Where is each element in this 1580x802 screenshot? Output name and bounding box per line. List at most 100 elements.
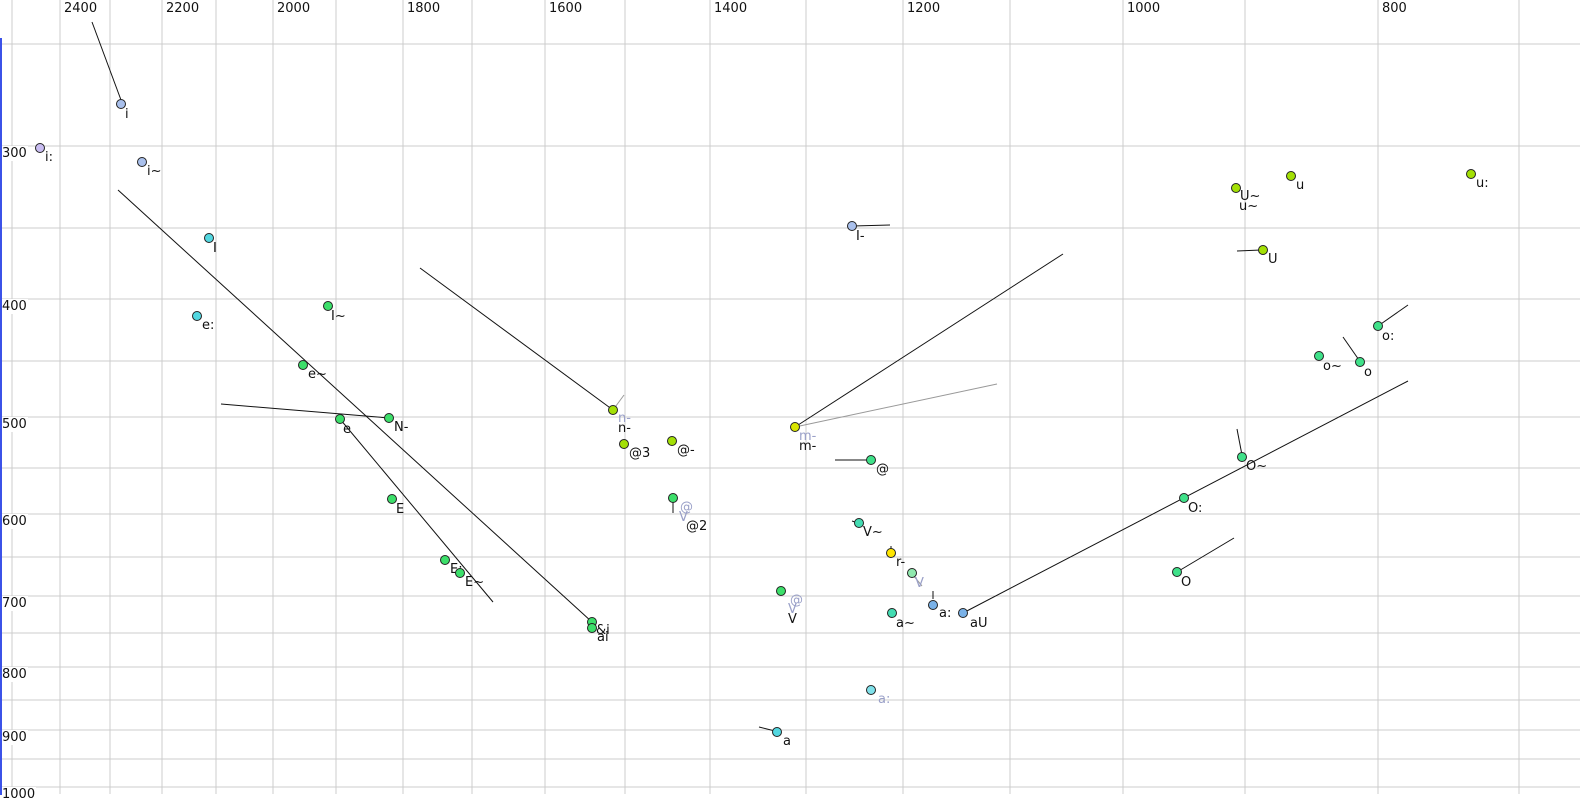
data-point-r-[interactable] [886,548,896,558]
point-label: V [679,510,688,525]
trajectory-line [852,224,891,227]
point-label: @ [876,462,889,477]
point-label: N- [394,420,409,435]
data-point-e[interactable] [335,414,345,424]
x-tick-label: 2200 [165,1,201,16]
data-point-i~[interactable] [137,157,147,167]
y-tick-label: 700 [1,596,28,611]
data-point-@[interactable] [866,455,876,465]
point-label: r- [896,555,906,570]
point-label: V [915,576,924,591]
left-edge-highlight [0,38,2,795]
y-tick-label: 900 [1,730,28,745]
point-label: a: [878,692,890,707]
point-label: a: [939,606,951,621]
data-point-V[interactable] [907,568,917,578]
x-tick-label: 1200 [906,1,942,16]
data-point-O[interactable] [1172,567,1182,577]
data-point-o[interactable] [1355,357,1365,367]
data-point-m-[interactable] [790,422,800,432]
point-label: n- [618,421,631,436]
data-point-u:[interactable] [1466,169,1476,179]
y-tick-label: 300 [1,146,28,161]
data-point-@-[interactable] [667,436,677,446]
point-label: e: [202,318,214,333]
trajectory-line [794,383,998,428]
data-point-U~[interactable] [1231,183,1241,193]
y-tick-label: 500 [1,417,28,432]
data-point-O:[interactable] [1179,493,1189,503]
data-point-o:[interactable] [1373,321,1383,331]
data-point-n-[interactable] [608,405,618,415]
trajectory-line [117,189,593,623]
point-label: V~ [863,525,883,540]
data-point-E[interactable] [387,494,397,504]
data-point-u[interactable] [1286,171,1296,181]
point-label: a~ [896,616,915,631]
point-label: i [125,107,129,122]
data-point-E~[interactable] [455,568,465,578]
point-label: @- [677,443,695,458]
data-point-V~[interactable] [854,518,864,528]
data-point-ai[interactable] [587,623,597,633]
data-point-a:[interactable] [928,600,938,610]
data-point-a[interactable] [772,727,782,737]
point-label: o~ [1323,359,1342,374]
trajectory-line [419,267,614,411]
x-tick-label: 2400 [63,1,99,16]
point-label: U~ [1240,189,1260,204]
point-label: u [1296,178,1304,193]
data-point-aU[interactable] [958,608,968,618]
data-point-o~[interactable] [1314,351,1324,361]
point-label: I- [856,229,865,244]
trajectory-line [794,253,1064,428]
y-tick-label: 800 [1,667,28,682]
data-point-@3[interactable] [619,439,629,449]
data-point-e~[interactable] [298,360,308,370]
point-label: E~ [465,575,484,590]
data-point-V2[interactable] [776,586,786,596]
point-label: o [1364,365,1372,380]
y-tick-label: 600 [1,514,28,529]
data-point-i:[interactable] [35,143,45,153]
point-label: O~ [1246,459,1267,474]
trajectory-line [220,403,390,419]
point-label: V [788,602,797,617]
point-label: @2 [686,519,707,534]
point-label: V [788,612,797,627]
x-tick-label: 1800 [406,1,442,16]
data-point-E:[interactable] [440,555,450,565]
x-tick-label: 1600 [548,1,584,16]
trajectory-line [1342,336,1360,361]
point-label: i~ [147,164,162,179]
trajectory-line [91,21,122,101]
data-point-i[interactable] [116,99,126,109]
point-label: a [783,734,791,749]
trajectory-line [1236,249,1262,252]
y-tick-label: 1000 [1,787,37,802]
data-point-N-[interactable] [384,413,394,423]
point-label: aU [970,616,987,631]
x-tick-label: 1000 [1126,1,1162,16]
data-point-e:[interactable] [192,311,202,321]
data-point-a~[interactable] [887,608,897,618]
point-label: n- [618,411,631,426]
data-point-U[interactable] [1258,245,1268,255]
data-point-a:2[interactable] [866,685,876,695]
data-point-I-[interactable] [847,221,857,231]
x-tick-label: 2000 [276,1,312,16]
point-label: I~ [331,309,346,324]
point-label: O: [1188,501,1202,516]
data-point-O~[interactable] [1237,452,1247,462]
point-label: E [396,502,404,517]
point-label: @ [680,500,693,515]
point-label: u~ [1239,199,1258,214]
point-label: m- [799,439,817,454]
point-label: U [1268,252,1278,267]
data-point-@2[interactable] [668,493,678,503]
data-point-I[interactable] [204,233,214,243]
data-point-I~[interactable] [323,301,333,311]
point-label: @3 [629,446,650,461]
